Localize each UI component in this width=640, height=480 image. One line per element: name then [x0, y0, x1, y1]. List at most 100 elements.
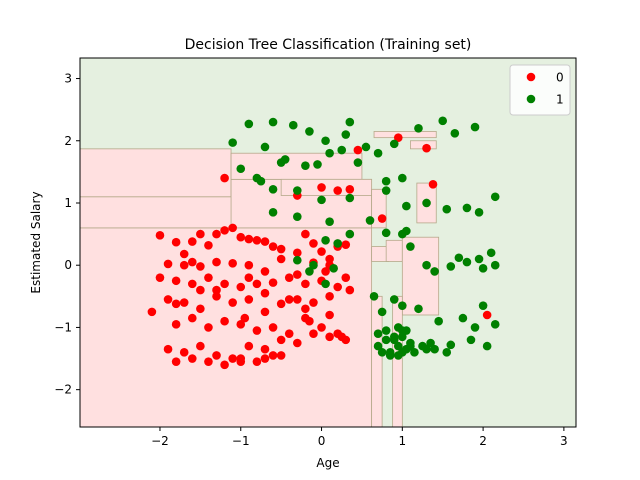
point-class-1 [293, 212, 302, 221]
point-class-0 [187, 279, 197, 289]
point-class-0 [179, 298, 189, 307]
point-class-1 [446, 262, 456, 271]
point-class-0 [325, 310, 334, 320]
point-class-0 [179, 249, 189, 259]
point-class-0 [196, 341, 205, 351]
scatter-points [147, 116, 500, 370]
point-class-1 [260, 142, 270, 152]
point-class-1 [321, 136, 330, 146]
point-class-1 [377, 348, 387, 357]
point-class-0 [236, 357, 246, 366]
point-class-1 [361, 142, 371, 152]
point-class-0 [260, 307, 270, 317]
point-class-1 [305, 127, 314, 136]
point-class-1 [373, 341, 383, 351]
point-class-1 [317, 195, 326, 205]
y-tick-label: 3 [64, 72, 72, 86]
point-class-1 [398, 173, 407, 183]
point-class-0 [240, 313, 250, 323]
point-class-0 [268, 242, 278, 251]
point-class-1 [426, 338, 435, 348]
point-class-0 [317, 183, 326, 192]
point-class-1 [402, 326, 411, 335]
point-class-0 [220, 316, 229, 326]
point-class-1 [389, 295, 399, 304]
point-class-0 [276, 335, 286, 345]
x-tick-label: −2 [151, 434, 169, 448]
point-class-1 [236, 164, 246, 174]
point-class-1 [288, 120, 298, 130]
point-class-0 [252, 236, 262, 245]
point-class-0 [252, 279, 262, 289]
point-class-1 [414, 124, 423, 133]
point-class-1 [478, 301, 488, 310]
point-class-0 [204, 357, 213, 366]
point-class-0 [341, 240, 351, 249]
point-class-0 [284, 329, 294, 338]
point-class-0 [260, 344, 270, 354]
point-class-1 [280, 155, 290, 164]
point-class-0 [325, 254, 334, 264]
point-class-1 [329, 264, 338, 273]
point-class-0 [163, 295, 173, 304]
x-tick-label: 0 [318, 434, 326, 448]
y-axis-ticks: −2 −1 0 1 2 3 [54, 72, 80, 397]
point-class-0 [276, 254, 286, 264]
point-class-1 [389, 332, 399, 342]
point-class-1 [381, 228, 391, 238]
point-class-0 [284, 273, 294, 282]
point-class-1 [313, 160, 322, 169]
point-class-0 [212, 351, 221, 360]
point-class-0 [293, 295, 302, 304]
point-class-0 [171, 276, 181, 286]
point-class-0 [301, 229, 310, 239]
point-class-0 [252, 357, 262, 366]
point-class-0 [309, 329, 318, 338]
point-class-0 [333, 186, 342, 195]
legend-label-1: 1 [556, 93, 564, 107]
point-class-1 [345, 229, 355, 239]
point-class-1 [486, 248, 496, 258]
point-class-0 [244, 260, 254, 270]
point-class-1 [381, 176, 391, 186]
point-class-0 [260, 288, 270, 298]
region-class-0 [79, 196, 234, 229]
point-class-1 [345, 193, 355, 203]
point-class-0 [212, 229, 221, 239]
point-class-1 [402, 226, 411, 236]
point-class-0 [345, 285, 355, 295]
point-class-1 [381, 326, 391, 335]
point-class-1 [478, 264, 488, 273]
point-class-0 [220, 360, 229, 370]
point-class-1 [393, 341, 403, 351]
point-class-1 [434, 316, 443, 326]
point-class-0 [228, 223, 237, 233]
region-class-0 [230, 152, 363, 180]
point-class-1 [389, 139, 399, 149]
point-class-0 [204, 273, 213, 282]
point-class-0 [236, 282, 246, 292]
point-class-0 [171, 299, 181, 309]
point-class-0 [179, 260, 189, 270]
point-class-0 [260, 354, 270, 363]
point-class-1 [325, 217, 334, 226]
point-class-1 [462, 203, 472, 213]
point-class-0 [196, 285, 205, 295]
point-class-0 [268, 323, 278, 332]
point-class-0 [228, 259, 237, 268]
point-class-1 [466, 335, 476, 345]
point-class-0 [268, 278, 278, 287]
point-class-1 [470, 323, 480, 332]
point-class-0 [345, 184, 355, 194]
point-class-1 [341, 130, 351, 139]
point-class-0 [163, 344, 173, 354]
point-class-1 [377, 307, 387, 317]
legend-marker-0 [526, 72, 536, 82]
point-class-1 [422, 344, 431, 354]
point-class-1 [422, 198, 431, 208]
point-class-0 [220, 173, 229, 183]
point-class-0 [341, 273, 351, 282]
point-class-0 [301, 279, 310, 289]
point-class-0 [179, 348, 189, 357]
